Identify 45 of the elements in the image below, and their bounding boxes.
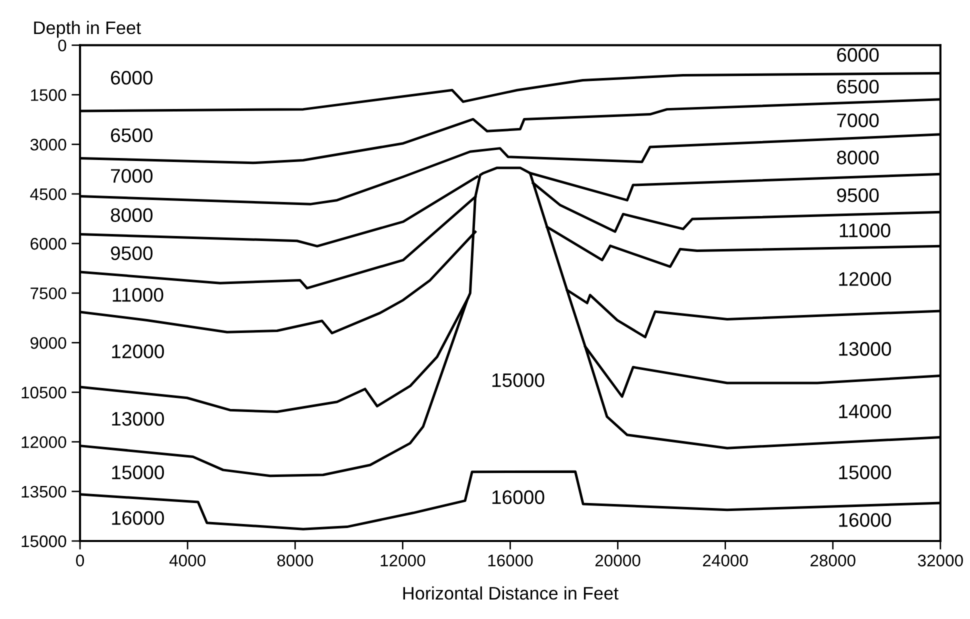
annotation: 16000 (839, 513, 891, 527)
x-tick-label: 20000 (595, 554, 640, 566)
annotation: 6000 (837, 48, 879, 62)
annotation: 7000 (111, 169, 153, 183)
x-tick-label: 8000 (277, 554, 314, 566)
y-axis-title: Depth in Feet (34, 20, 141, 38)
annotation: 11000 (112, 288, 164, 302)
annotation: 15000 (839, 466, 891, 480)
annotation: 8000 (837, 150, 879, 164)
annotation: 8000 (110, 208, 153, 222)
x-tick-label: 16000 (488, 554, 533, 566)
annotation: 6500 (837, 80, 879, 94)
y-tick-label: 6000 (30, 238, 66, 250)
y-tick-label: 0 (58, 40, 66, 52)
annotation: 15000 (112, 466, 164, 480)
x-tick-label: 12000 (380, 554, 426, 566)
annotation: 9500 (837, 188, 879, 202)
x-tick-label: 32000 (918, 554, 963, 566)
y-tick-label: 4500 (30, 188, 66, 200)
annotation: 16000 (112, 511, 164, 525)
annotation: 13000 (839, 342, 891, 356)
y-tick-label: 9000 (30, 337, 66, 349)
annotation: 12000 (112, 344, 164, 358)
x-tick-label: 24000 (702, 554, 748, 566)
y-tick-label: 3000 (30, 138, 66, 151)
x-tick-label: 4000 (169, 554, 206, 566)
annotation: 16000 (492, 490, 544, 504)
annotation: 7000 (837, 113, 879, 128)
x-tick-label: 0 (76, 554, 84, 566)
annotation: 6500 (111, 128, 153, 142)
y-tick-label: 12000 (22, 436, 66, 448)
annotation: 14000 (839, 404, 891, 418)
y-tick-label: 7500 (30, 288, 66, 300)
annotation: 13000 (112, 412, 164, 426)
y-tick-label: 1500 (31, 89, 66, 101)
y-tick-label: 10500 (22, 386, 66, 398)
annotation: 9500 (110, 246, 153, 260)
y-tick-label: 13500 (22, 486, 66, 498)
annotation: 12000 (839, 272, 891, 286)
annotation: 15000 (492, 373, 544, 388)
annotation: 6000 (111, 70, 153, 85)
x-tick-label: 28000 (810, 554, 856, 566)
x-axis-title: Horizontal Distance in Feet (403, 586, 618, 600)
y-tick-label: 15000 (22, 535, 66, 548)
annotation: 11000 (840, 224, 890, 238)
